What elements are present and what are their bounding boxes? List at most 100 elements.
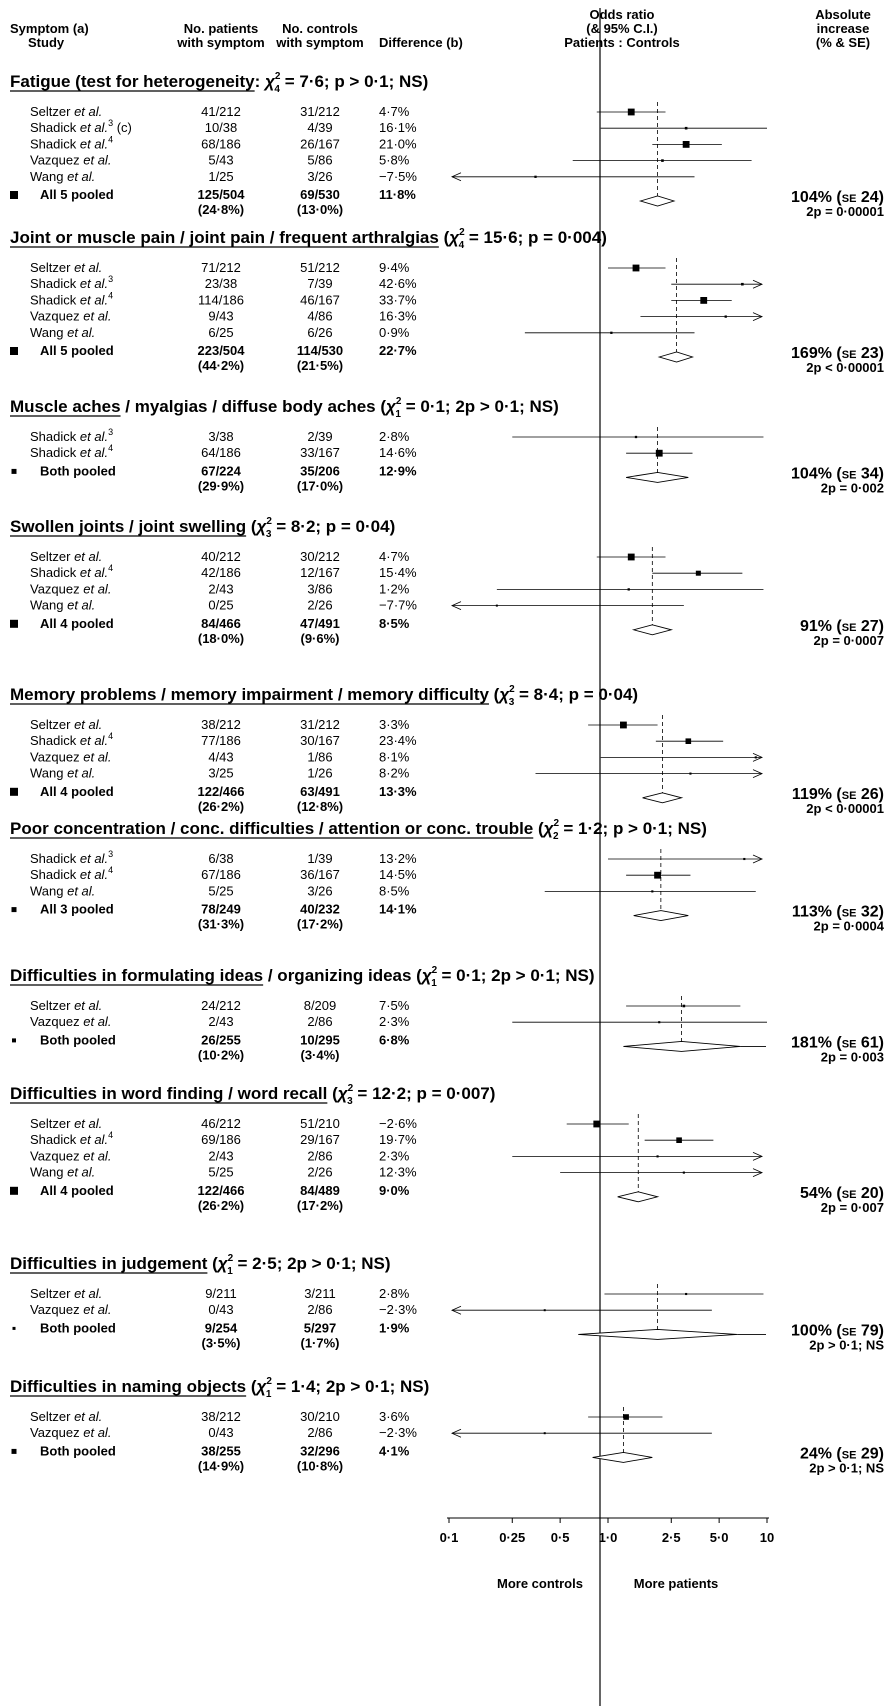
study-name: Shadick et al.4	[30, 1130, 113, 1147]
pooled-patients: 78/249	[201, 902, 241, 917]
study-name: Wang et al.	[30, 766, 95, 781]
pooled-row: All 5 pooled 125/504 69/530 11·8% (24·8%) (13…	[10, 102, 884, 219]
pooled-controls: 114/530	[297, 343, 343, 358]
header-patients-line2: with symptom	[176, 35, 264, 50]
ci-arrow-left	[451, 601, 462, 610]
p-value: 2p = 0·003	[821, 1049, 884, 1064]
x-tick-label: 2·5	[662, 1530, 681, 1545]
section-title: Joint or muscle pain / joint pain / freq…	[10, 227, 607, 251]
pooled-patients-pct: (26·2%)	[198, 799, 244, 814]
pooled-label: Both pooled	[40, 1443, 116, 1458]
pooled-difference: 1·9%	[379, 1320, 410, 1335]
patients-count: 40/212	[201, 549, 241, 564]
ci-arrow-right	[752, 1168, 763, 1177]
study-name: Seltzer et al.	[30, 1286, 102, 1301]
study-row: Vazquez et al. 2/43 3/86 1·2%	[30, 581, 764, 596]
pooled-row: All 4 pooled 122/466 63/491 13·3% (26·2%) (12…	[10, 715, 884, 816]
difference-value: 3·3%	[379, 717, 410, 732]
absolute-increase: 104% (SE 34)	[791, 465, 884, 482]
study-row: Shadick et al.4 114/186 46/167 33·7%	[30, 290, 732, 307]
study-row: Shadick et al.4 67/186 36/167 14·5%	[30, 865, 691, 882]
controls-count: 2/86	[307, 1425, 332, 1440]
pooled-patients: 9/254	[205, 1320, 238, 1335]
controls-count: 36/167	[300, 867, 340, 882]
point-estimate	[627, 553, 635, 561]
controls-count: 7/39	[307, 276, 332, 291]
study-name: Shadick et al.4	[30, 563, 113, 580]
p-value: 2p > 0·1; NS	[809, 1460, 884, 1475]
patients-count: 3/25	[208, 766, 233, 781]
column-headers: Symptom (a) Study No. patients with symp…	[10, 7, 871, 50]
pooled-controls: 63/491	[300, 784, 340, 799]
ci-arrow-right	[752, 312, 763, 321]
point-estimate	[682, 1004, 686, 1008]
controls-count: 30/167	[300, 733, 340, 748]
pooled-controls-pct: (17·2%)	[297, 1198, 343, 1213]
pooled-marker	[10, 1186, 18, 1195]
p-value: 2p < 0·00001	[806, 360, 884, 375]
study-row: Shadick et al.4 77/186 30/167 23·4%	[30, 731, 724, 748]
difference-value: 12·3%	[379, 1165, 417, 1180]
section-title: Difficulties in naming objects (χ2 1 = 1·…	[10, 1376, 429, 1400]
controls-count: 4/86	[307, 309, 332, 324]
pooled-controls-pct: (9·6%)	[300, 631, 339, 646]
x-axis-label-left: More controls	[497, 1576, 583, 1591]
pooled-patients-pct: (29·9%)	[198, 478, 244, 493]
study-row: Shadick et al.3 (c) 10/38 4/39 16·1%	[30, 118, 767, 135]
patients-count: 114/186	[198, 292, 244, 307]
study-name: Wang et al.	[30, 598, 95, 613]
header-patients-line1: No. patients	[184, 21, 258, 36]
difference-value: 2·3%	[379, 1148, 410, 1163]
pooled-patients-pct: (3·5%)	[201, 1335, 240, 1350]
x-tick-label: 5·0	[710, 1530, 729, 1545]
absolute-increase: 169% (SE 23)	[791, 345, 884, 362]
section-title: Memory problems / memory impairment / me…	[10, 684, 638, 708]
study-row: Shadick et al.4 69/186 29/167 19·7%	[30, 1130, 714, 1147]
study-row: Shadick et al.4 64/186 33/167 14·6%	[30, 443, 693, 460]
pooled-patients: 122/466	[198, 784, 245, 799]
header-odds-line1: Odds ratio	[589, 7, 654, 22]
difference-value: 0·9%	[379, 325, 410, 340]
study-row: Shadick et al.3 3/38 2/39 2·8%	[30, 427, 764, 444]
difference-value: 2·8%	[379, 1286, 410, 1301]
pooled-controls: 5/297	[304, 1320, 337, 1335]
pooled-patients-pct: (14·9%)	[198, 1458, 244, 1473]
header-odds-line3: Patients : Controls	[564, 35, 680, 50]
controls-count: 31/212	[300, 717, 340, 732]
controls-count: 3/211	[304, 1286, 336, 1301]
ci-arrow-right	[752, 1152, 763, 1161]
pooled-row: Both pooled 26/255 10/295 6·8% (10·2%) (3·4%)…	[12, 996, 884, 1064]
point-estimate	[695, 570, 701, 576]
pooled-controls: 35/206	[300, 463, 340, 478]
absolute-increase: 181% (SE 61)	[791, 1034, 884, 1051]
symptom-section: Difficulties in judgement (χ2 1 = 2·5; 2p…	[10, 1253, 884, 1352]
pooled-difference: 9·0%	[379, 1183, 410, 1198]
point-estimate	[685, 1292, 688, 1296]
point-estimate	[651, 890, 654, 893]
forest-rows: Fatigue (test for heterogeneity: χ2 4 = 7…	[10, 71, 885, 1475]
p-value: 2p < 0·00001	[806, 801, 884, 816]
pooled-row: Both pooled 9/254 5/297 1·9% (3·5%) (1·7%) 100…	[12, 1284, 884, 1352]
difference-value: 19·7%	[379, 1132, 417, 1147]
pooled-diamond	[631, 624, 674, 636]
section-title: Muscle aches / myalgias / diffuse body a…	[10, 396, 559, 420]
point-estimate	[656, 1155, 659, 1158]
difference-value: 1·2%	[379, 581, 410, 596]
x-tick-label: 1·0	[599, 1530, 618, 1545]
patients-count: 3/38	[208, 429, 233, 444]
pooled-difference: 14·1%	[379, 902, 417, 917]
study-name: Shadick et al.4	[30, 731, 113, 748]
pooled-controls-pct: (10·8%)	[297, 1458, 343, 1473]
difference-value: −7·7%	[379, 598, 417, 613]
pooled-diamond	[578, 1328, 738, 1340]
pooled-controls-pct: (1·7%)	[300, 1335, 339, 1350]
symptom-section: Fatigue (test for heterogeneity: χ2 4 = 7…	[10, 71, 884, 219]
point-estimate	[700, 297, 708, 304]
patients-count: 42/186	[201, 565, 241, 580]
controls-count: 2/26	[307, 1165, 332, 1180]
pooled-patients: 38/255	[201, 1443, 241, 1458]
pooled-diamond	[633, 910, 689, 922]
study-row: Seltzer et al. 71/212 51/212 9·4%	[30, 260, 666, 275]
study-row: Wang et al. 1/25 3/26 −7·5%	[30, 169, 695, 184]
study-name: Wang et al.	[30, 1165, 95, 1180]
